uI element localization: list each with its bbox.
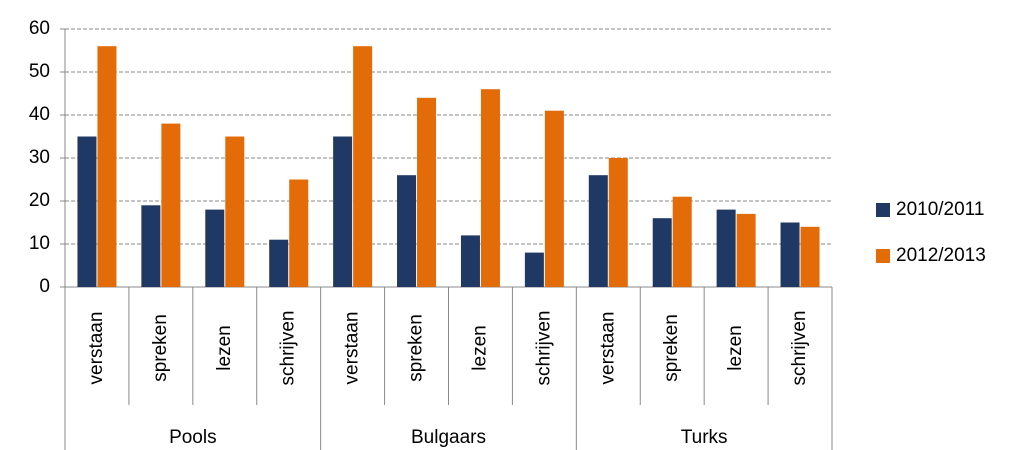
legend-label: 2012/2013 [896, 245, 986, 266]
bar [608, 158, 628, 287]
x-tick-label: lezen [214, 325, 235, 370]
legend-swatch [876, 203, 890, 217]
bar [736, 213, 756, 287]
bar [353, 46, 373, 288]
x-tick-label: lezen [725, 325, 746, 370]
y-tick-label: 50 [29, 61, 50, 82]
group-label: Turks [681, 427, 728, 448]
y-tick-label: 30 [29, 147, 50, 168]
x-tick-label: schrijven [533, 311, 554, 386]
y-tick-label: 60 [29, 18, 50, 39]
bar [141, 205, 161, 287]
legend-swatch [876, 249, 890, 263]
bar [716, 209, 736, 287]
group-label: Bulgaars [411, 427, 486, 448]
bar [800, 226, 820, 287]
bar [161, 123, 181, 287]
x-tick-label: spreken [406, 314, 427, 382]
bar [588, 175, 608, 287]
x-tick-label: schrijven [278, 311, 299, 386]
bar [97, 46, 117, 288]
bar [672, 196, 692, 287]
legend-label: 2010/2011 [896, 199, 984, 220]
y-tick-label: 20 [29, 190, 50, 211]
bar [417, 97, 437, 287]
x-tick-label: lezen [469, 325, 490, 370]
x-tick-label: spreken [661, 314, 682, 382]
bar [225, 136, 245, 287]
group-label: Pools [169, 427, 217, 448]
bar [480, 89, 500, 287]
bar [460, 235, 480, 287]
bar [333, 136, 353, 287]
bar [269, 239, 289, 287]
x-tick-label: verstaan [86, 312, 107, 385]
bar [524, 252, 544, 287]
y-tick-label: 10 [29, 233, 50, 254]
x-tick-label: verstaan [342, 312, 363, 385]
y-tick-label: 40 [29, 104, 50, 125]
x-tick-label: verstaan [597, 312, 618, 385]
x-tick-label: spreken [150, 314, 171, 382]
bar [77, 136, 97, 287]
bar [780, 222, 800, 287]
bar [397, 175, 417, 287]
x-tick-label: schrijven [789, 311, 810, 386]
bar [289, 179, 309, 287]
y-tick-label: 0 [39, 276, 50, 297]
bar [544, 110, 564, 287]
bar [205, 209, 225, 287]
bar [652, 218, 672, 287]
